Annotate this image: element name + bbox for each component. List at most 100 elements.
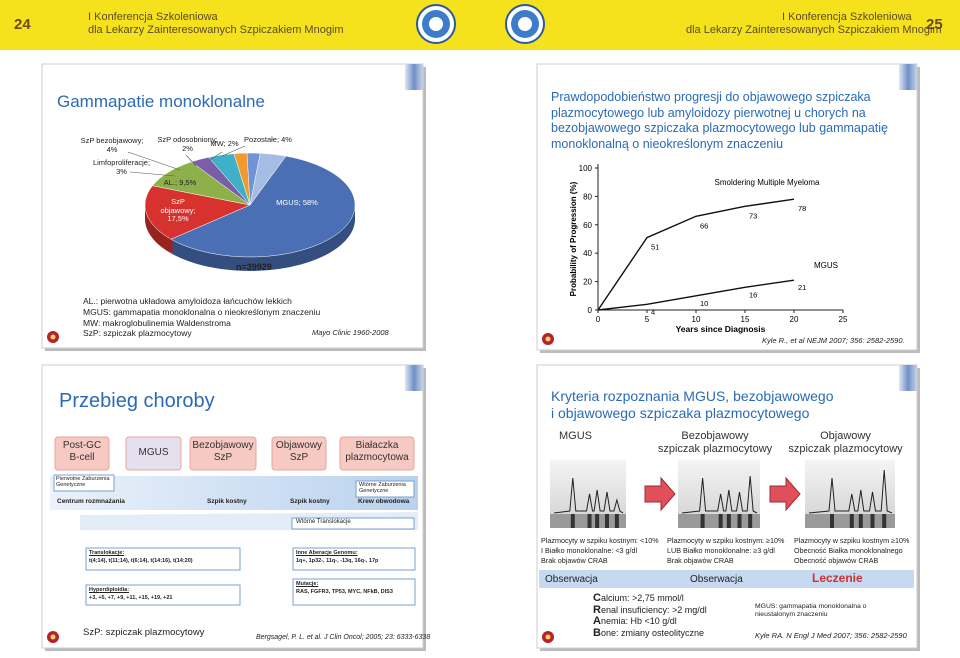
diagram-label: Wtórne Zaburzenia Genetyczne bbox=[359, 482, 406, 495]
y-tick-label: 100 bbox=[579, 164, 593, 173]
genetics-band bbox=[50, 476, 418, 510]
genetics-title: Mutacje: bbox=[296, 581, 319, 587]
electrophoresis-trace bbox=[808, 469, 893, 514]
y-tick-label: 0 bbox=[588, 306, 593, 315]
x-tick-label: 15 bbox=[741, 315, 750, 324]
gel-band bbox=[830, 514, 834, 528]
criterion: I Białko monoklonalne: <3 g/dl bbox=[541, 546, 638, 555]
data-label: 66 bbox=[700, 221, 708, 230]
stage-box bbox=[125, 436, 182, 471]
page-number: 24 bbox=[14, 16, 31, 33]
slide-logo bbox=[545, 336, 551, 342]
x-axis-label: Years since Diagnosis bbox=[676, 324, 766, 334]
genetics-text: 1q+, 1p32-, 11q-, -13q, 16q-, 17p bbox=[296, 558, 379, 564]
management-label: Leczenie bbox=[812, 571, 863, 585]
label-box bbox=[53, 474, 115, 492]
pie-label: AL.; 9,5% bbox=[163, 178, 197, 187]
pie-label: MW; 2% bbox=[210, 139, 239, 148]
leader-line bbox=[209, 151, 223, 161]
label-box bbox=[291, 517, 415, 530]
criterion: LUB Białko monoklonalne: ≥3 g/dl bbox=[667, 546, 775, 555]
y-tick-label: 80 bbox=[583, 192, 592, 201]
footnote: SzP: szpiczak plazmocytowy bbox=[83, 627, 205, 638]
conference-subtitle: dla Lekarzy Zainteresowanych Szpiczakiem… bbox=[88, 24, 344, 36]
gel-band bbox=[737, 514, 742, 528]
citation: Kyle RA. N Engl J Med 2007; 356: 2582-25… bbox=[755, 631, 907, 640]
management-bar bbox=[539, 570, 914, 588]
logo bbox=[429, 17, 443, 31]
genetics-text: RAS, FGFR3, TP53, MYC, NFkB, DIS3 bbox=[296, 589, 393, 595]
criterion: Obecność Białka monoklonalnego bbox=[794, 546, 903, 555]
gel-band bbox=[726, 514, 731, 528]
header-bar bbox=[0, 0, 960, 50]
data-label: 51 bbox=[651, 243, 659, 252]
slide-logo bbox=[50, 334, 56, 340]
stage-label: Białaczka plazmocytowa bbox=[345, 440, 409, 463]
pie-label: Pozostałe; 4% bbox=[244, 135, 292, 144]
electrophoresis-trace bbox=[553, 477, 624, 514]
column-header: MGUS bbox=[559, 430, 592, 442]
crab-criterion: Calcium: >2,75 mmol/l bbox=[593, 592, 684, 604]
slide-ornament bbox=[899, 64, 917, 90]
column-header: Objawowy szpiczak plazmocytowy bbox=[788, 430, 903, 455]
slide-ornament bbox=[405, 64, 423, 90]
progression-arrow bbox=[769, 476, 801, 512]
series-label: MGUS bbox=[814, 261, 838, 270]
legend-line: SzP: szpiczak plazmocytowy bbox=[83, 328, 192, 339]
data-label: 4 bbox=[651, 307, 655, 316]
criterion: Plazmocyty w szpiku kostnym ≥10% bbox=[794, 536, 910, 545]
stage-box bbox=[54, 436, 110, 471]
data-label: 10 bbox=[700, 299, 708, 308]
slide-title: Gammapatie monoklonalne bbox=[57, 92, 265, 111]
stage-box bbox=[189, 436, 257, 471]
genetics-box bbox=[85, 584, 241, 606]
management-label: Obserwacja bbox=[545, 574, 598, 585]
source: Mayo Clinic 1960-2008 bbox=[312, 328, 389, 337]
pie-label: SzP odosobniony; 2% bbox=[157, 135, 218, 153]
x-tick-label: 5 bbox=[645, 315, 650, 324]
progression-arrow bbox=[644, 476, 676, 512]
location-label: Centrum rozmnażania bbox=[57, 498, 125, 505]
legend-line: MW: makroglobulinemia Waldenstroma bbox=[83, 317, 231, 328]
criterion: Obecność objawów CRAB bbox=[794, 556, 879, 565]
gel-band bbox=[858, 514, 863, 528]
data-label: 73 bbox=[749, 211, 757, 220]
crab-criterion: Renal insuficiency: >2 mg/dl bbox=[593, 603, 707, 616]
gel-band bbox=[605, 514, 609, 528]
survival-curve bbox=[597, 198, 795, 311]
survival-curve bbox=[597, 279, 795, 311]
x-tick-label: 0 bbox=[596, 315, 601, 324]
x-tick-label: 10 bbox=[692, 315, 701, 324]
genetics-title: Hyperdiploidia: bbox=[89, 587, 130, 593]
crab-criterion: Anemia: Hb <10 g/dl bbox=[593, 615, 677, 627]
pie-label: Limfoproliferacje; 3% bbox=[92, 158, 151, 176]
crab-criterion: Bone: zmiany osteolityczne bbox=[593, 626, 705, 639]
gel-band bbox=[748, 514, 753, 528]
pie-slice bbox=[144, 185, 251, 240]
gel-band bbox=[849, 514, 854, 528]
slide-logo bbox=[545, 634, 551, 640]
criterion: Brak objawów CRAB bbox=[667, 556, 734, 565]
genetics-text: t(4;14), t(11;14), t(6;14), t(14;16), t(… bbox=[89, 558, 193, 564]
stage-box bbox=[339, 436, 415, 471]
y-tick-label: 40 bbox=[583, 249, 592, 258]
diagram-label: Wtórne Translokacje bbox=[296, 519, 351, 525]
gel-band bbox=[570, 514, 575, 528]
y-tick-label: 20 bbox=[583, 278, 592, 287]
leader-line bbox=[127, 151, 181, 171]
genetics-box bbox=[292, 547, 416, 571]
gel-band bbox=[700, 514, 705, 528]
stage-label: MGUS bbox=[138, 447, 169, 458]
genetics-box bbox=[292, 578, 416, 606]
stage-box bbox=[271, 436, 327, 471]
column-header: Bezobjawowy szpiczak plazmocytowy bbox=[657, 430, 773, 455]
label-box bbox=[355, 480, 415, 498]
citation: Kyle R., et al NEJM 2007; 356: 2582-2590… bbox=[762, 336, 905, 345]
slide-title: Prawdopodobieństwo progresji do objawowe… bbox=[551, 90, 888, 151]
note: MGUS: gammapatia monoklonalna o nieustal… bbox=[755, 603, 867, 618]
slide-title: Przebieg choroby bbox=[59, 390, 215, 412]
gel-band bbox=[882, 514, 887, 528]
slide-ornament bbox=[405, 365, 423, 391]
